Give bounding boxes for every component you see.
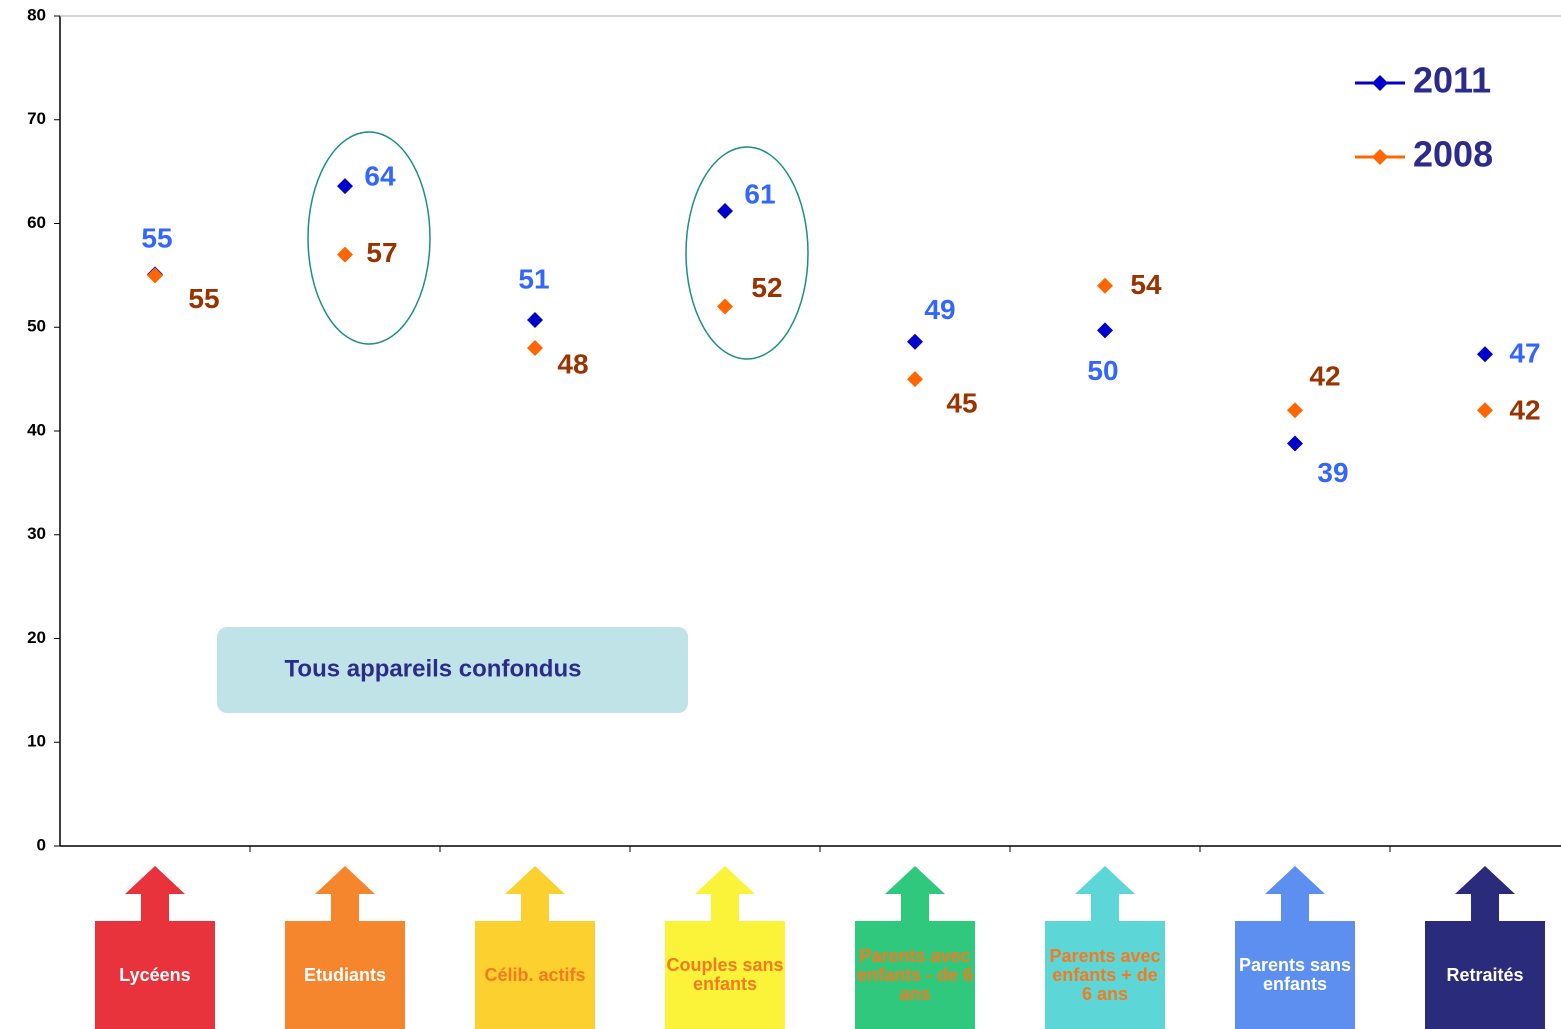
data-label: 52	[751, 272, 782, 303]
marker	[717, 203, 733, 220]
legend-label: 2008	[1413, 134, 1493, 175]
data-label: 49	[924, 294, 955, 325]
category-arrow	[885, 866, 945, 921]
y-tick-label: 10	[27, 732, 46, 751]
data-label: 42	[1309, 361, 1340, 392]
data-label: 61	[744, 178, 775, 209]
x-tick-label: Parents sans enfants	[1235, 921, 1355, 1029]
y-tick-label: 50	[27, 317, 46, 336]
data-label: 48	[557, 348, 588, 379]
marker	[527, 311, 543, 328]
data-label: 47	[1509, 338, 1540, 369]
marker	[1287, 402, 1303, 419]
category-arrow	[695, 866, 755, 921]
marker	[907, 333, 923, 350]
marker	[1477, 402, 1493, 419]
x-tick-label: Lycéens	[95, 921, 215, 1029]
y-tick-label: 0	[37, 835, 46, 854]
annotation-box	[217, 627, 688, 713]
y-tick-label: 40	[27, 420, 46, 439]
marker	[1477, 346, 1493, 363]
data-label: 55	[141, 223, 172, 254]
x-tick-label: Couples sans enfants	[665, 921, 785, 1029]
data-label: 57	[366, 237, 397, 268]
y-tick-label: 60	[27, 213, 46, 232]
y-tick-label: 70	[27, 109, 46, 128]
marker	[907, 371, 923, 388]
category-arrow	[1075, 866, 1135, 921]
category-arrow	[315, 866, 375, 921]
x-tick-label: Parents avec enfants + de 6 ans	[1045, 921, 1165, 1029]
marker	[1097, 322, 1113, 339]
marker	[147, 267, 163, 284]
category-arrow	[505, 866, 565, 921]
annotation: Tous appareils confondus	[285, 655, 582, 682]
legend-marker	[1372, 75, 1388, 91]
x-tick-label: Retraités	[1425, 921, 1545, 1029]
data-label: 39	[1317, 457, 1348, 488]
marker	[337, 246, 353, 263]
x-tick-label: Parents avec enfants - de 6 ans	[855, 921, 975, 1029]
highlight-ellipse	[685, 146, 809, 360]
y-tick-label: 30	[27, 524, 46, 543]
y-tick-label: 20	[27, 628, 46, 647]
data-label: 51	[518, 263, 549, 294]
data-label: 55	[188, 283, 219, 314]
marker	[1287, 435, 1303, 452]
marker	[337, 178, 353, 195]
marker	[717, 298, 733, 315]
x-tick-label: Célib. actifs	[475, 921, 595, 1029]
marker	[1097, 277, 1113, 294]
category-arrow	[1265, 866, 1325, 921]
category-arrow	[1455, 866, 1515, 921]
data-label: 42	[1509, 395, 1540, 426]
marker	[527, 340, 543, 356]
y-tick-label: 80	[27, 5, 46, 24]
x-tick-label: Etudiants	[285, 921, 405, 1029]
legend-marker	[1372, 149, 1388, 165]
highlight-ellipse	[307, 131, 431, 345]
data-label: 54	[1130, 269, 1162, 300]
legend-label: 2011	[1413, 60, 1491, 101]
data-label: 45	[946, 388, 977, 419]
data-label: 64	[364, 161, 396, 192]
category-arrow	[125, 866, 185, 921]
data-label: 50	[1087, 355, 1118, 386]
